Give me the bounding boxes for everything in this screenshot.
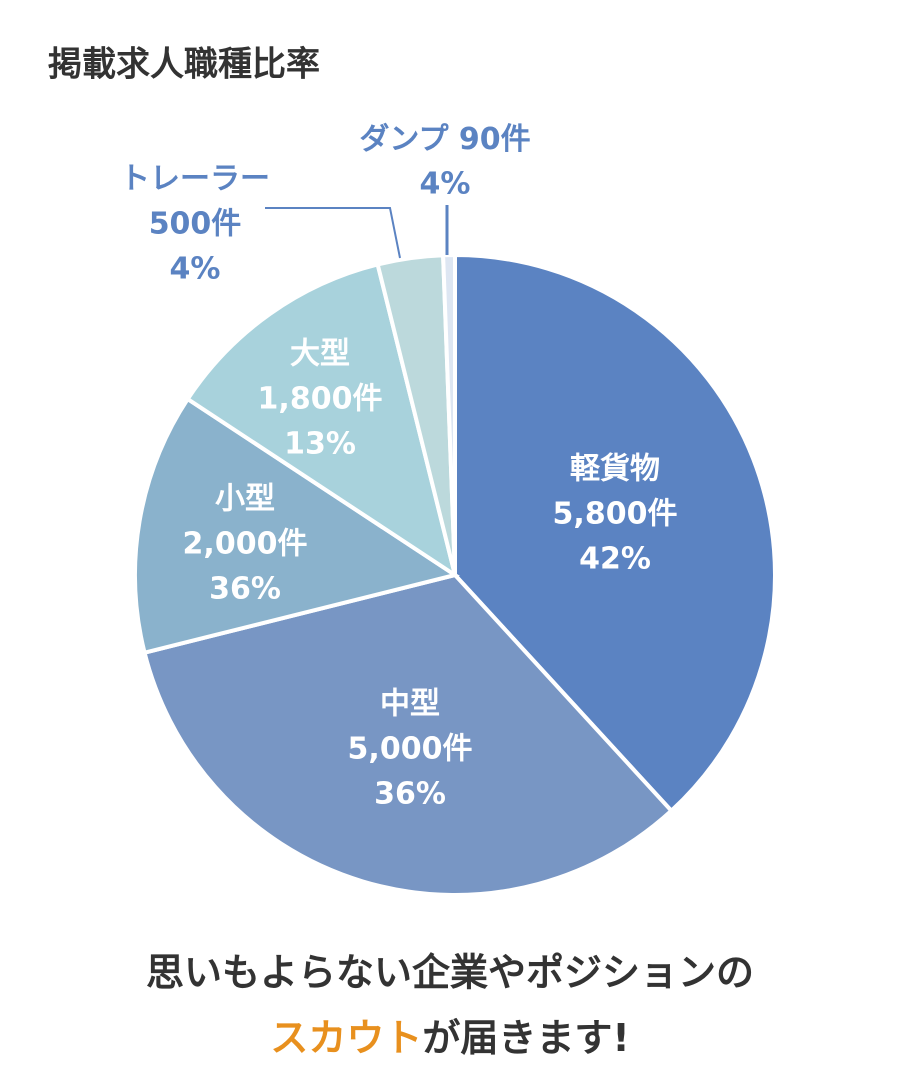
footer-line: 思いもよらない企業やポジションの	[146, 951, 754, 995]
category-label: ダンプ	[359, 122, 449, 157]
category-label: 小型	[215, 482, 275, 517]
footer-highlight: スカウト	[270, 1016, 422, 1060]
chart-title: 掲載求人職種比率	[48, 45, 320, 85]
footer-text: が届きます!	[422, 1016, 629, 1060]
category-label: 軽貨物	[570, 452, 660, 487]
percent-label: 42%	[579, 542, 651, 577]
pie-slice	[133, 396, 460, 656]
category-label: 大型	[290, 337, 350, 372]
leader-line	[265, 207, 401, 259]
value-label: 1,800件	[258, 382, 383, 417]
value-label: 5,000件	[348, 732, 473, 767]
footer-line: スカウトが届きます!	[270, 1016, 629, 1060]
percent-label: 36%	[209, 572, 281, 607]
value-label: 5,800件	[553, 497, 678, 532]
slice-label: ダンプ 90件	[359, 122, 530, 157]
pie-slice	[453, 252, 777, 814]
category-label: トレーラー	[120, 162, 270, 197]
percent-label: 4%	[170, 252, 221, 287]
pie-slice	[184, 262, 459, 580]
value-label: 90件	[459, 122, 531, 157]
percent-label: 13%	[284, 427, 356, 462]
percent-label: 4%	[420, 167, 471, 202]
pie	[133, 252, 777, 897]
value-label: 2,000件	[183, 527, 308, 562]
category-label: 中型	[380, 687, 440, 722]
labels: 軽貨物 5,800件 42% 中型 5,000件 36% 小型 2,000件 36% 大型 1,80…	[120, 122, 677, 812]
percent-label: 36%	[374, 777, 446, 812]
pie-slice	[441, 252, 457, 576]
value-label: 500件	[149, 207, 242, 242]
pie-slice	[142, 572, 675, 897]
